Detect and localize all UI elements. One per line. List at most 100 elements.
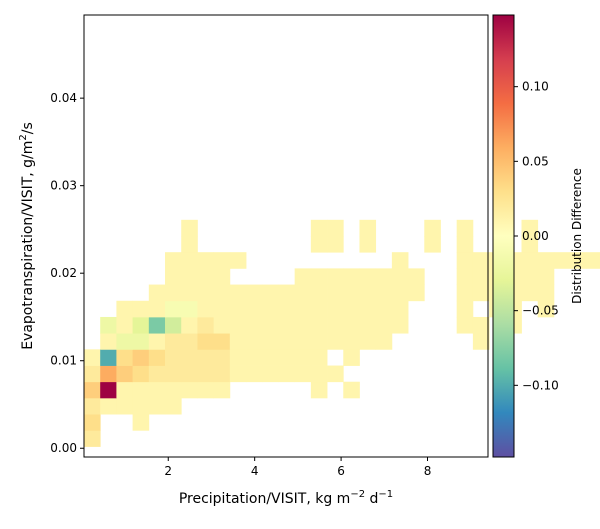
- heatmap-cell: [197, 300, 215, 318]
- heatmap-cell: [359, 219, 377, 237]
- x-tick-label: 6: [337, 464, 345, 478]
- heatmap-cell: [165, 268, 182, 285]
- heatmap-cell: [262, 365, 279, 383]
- heatmap-cell: [181, 236, 198, 253]
- heatmap-cell: [246, 300, 263, 318]
- heatmap-cell: [197, 333, 215, 350]
- heatmap-cell: [343, 284, 360, 302]
- heatmap-cell: [375, 284, 393, 302]
- heatmap-cell: [181, 333, 198, 350]
- heatmap-cell: [197, 268, 215, 285]
- heatmap-cell: [537, 284, 555, 302]
- heatmap-cell: [343, 333, 360, 350]
- heatmap-cell: [359, 300, 377, 318]
- heatmap-cell: [181, 284, 198, 302]
- heatmap-cell: [116, 365, 134, 383]
- heatmap-cell: [521, 219, 539, 237]
- heatmap-cell: [132, 414, 150, 431]
- heatmap-cell: [197, 316, 215, 334]
- heatmap-cell: [165, 333, 182, 350]
- heatmap-cell: [278, 349, 296, 366]
- heatmap-cell: [310, 365, 328, 383]
- heatmap-cell: [132, 333, 150, 350]
- heatmap-cell: [456, 300, 474, 318]
- heatmap-cell: [262, 284, 279, 302]
- heatmap-cell: [553, 252, 571, 269]
- heatmap-cell: [165, 252, 182, 269]
- heatmap-cell: [229, 316, 247, 334]
- heatmap-cell: [359, 236, 377, 253]
- heatmap-cell: [472, 268, 490, 285]
- heatmap-cells: [84, 219, 600, 447]
- heatmap-cell: [132, 365, 150, 383]
- heatmap-cell: [327, 365, 344, 383]
- heatmap-cell: [132, 381, 150, 399]
- heatmap-cell: [424, 219, 441, 237]
- heatmap-cell: [521, 268, 539, 285]
- heatmap-cell: [181, 316, 198, 334]
- heatmap-cell: [165, 284, 182, 302]
- heatmap-cell: [213, 316, 231, 334]
- heatmap-cell: [278, 284, 296, 302]
- heatmap-cell: [359, 333, 377, 350]
- heatmap-cell: [537, 300, 555, 318]
- heatmap-cell: [116, 349, 134, 366]
- heatmap-cell: [327, 268, 344, 285]
- y-tick-label: 0.04: [50, 91, 77, 105]
- heatmap-cell: [294, 268, 312, 285]
- heatmap-cell: [181, 268, 198, 285]
- heatmap-cell: [100, 381, 117, 399]
- heatmap-cell: [165, 349, 182, 366]
- heatmap-cell: [116, 316, 134, 334]
- heatmap-cell: [84, 414, 101, 431]
- heatmap-cell: [262, 349, 279, 366]
- heatmap-cell: [278, 300, 296, 318]
- heatmap-cell: [472, 252, 490, 269]
- heatmap-cell: [246, 284, 263, 302]
- heatmap-cell: [310, 349, 328, 366]
- heatmap-cell: [246, 333, 263, 350]
- heatmap-cell: [456, 252, 474, 269]
- heatmap-cell: [521, 252, 539, 269]
- heatmap-cell: [197, 365, 215, 383]
- heatmap-cell: [456, 236, 474, 253]
- heatmap-cell: [213, 300, 231, 318]
- heatmap-cell: [229, 300, 247, 318]
- heatmap-cell: [456, 316, 474, 334]
- heatmap-cell: [456, 268, 474, 285]
- heatmap-cell: [327, 300, 344, 318]
- heatmap-cell: [310, 268, 328, 285]
- heatmap-cell: [359, 268, 377, 285]
- y-axis-ticks: 0.00 0.01 0.02 0.03 0.04: [50, 91, 84, 455]
- heatmap-cell: [116, 397, 134, 415]
- heatmap-cell: [197, 284, 215, 302]
- heatmap-cell: [84, 397, 101, 415]
- heatmap-cell: [197, 381, 215, 399]
- heatmap-cell: [229, 284, 247, 302]
- heatmap-cell: [586, 252, 600, 269]
- heatmap-cell: [181, 300, 198, 318]
- heatmap-cell: [343, 300, 360, 318]
- heatmap-cell: [181, 252, 198, 269]
- heatmap-cell: [456, 284, 474, 302]
- heatmap-cell: [294, 365, 312, 383]
- heatmap-cell: [148, 349, 166, 366]
- heatmap-cell: [327, 219, 344, 237]
- heatmap-cell: [132, 300, 150, 318]
- heatmap-cell: [84, 430, 101, 447]
- heatmap-cell: [310, 381, 328, 399]
- colorbar-tick-label: −0.05: [522, 304, 559, 318]
- heatmap-cell: [310, 333, 328, 350]
- heatmap-cell: [359, 284, 377, 302]
- heatmap-cell: [132, 316, 150, 334]
- x-axis-ticks: 2 4 6 8: [164, 457, 431, 478]
- heatmap-cell: [213, 365, 231, 383]
- heatmap-cell: [116, 300, 134, 318]
- heatmap-cell: [294, 349, 312, 366]
- heatmap-cell: [229, 349, 247, 366]
- heatmap-cell: [165, 397, 182, 415]
- heatmap-cell: [408, 284, 425, 302]
- heatmap-cell: [472, 333, 490, 350]
- heatmap-cell: [294, 316, 312, 334]
